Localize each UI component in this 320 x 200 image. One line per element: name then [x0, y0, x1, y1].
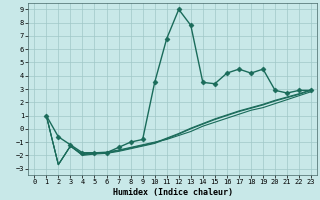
- X-axis label: Humidex (Indice chaleur): Humidex (Indice chaleur): [113, 188, 233, 197]
